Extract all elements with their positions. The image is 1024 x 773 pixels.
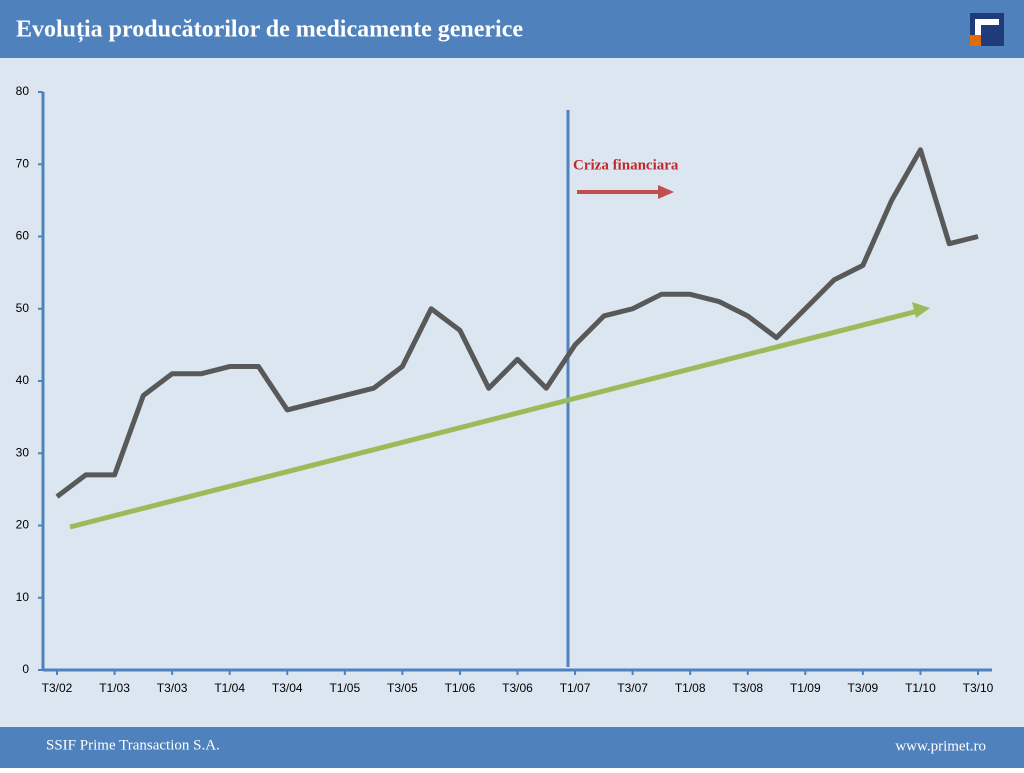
x-tick-label: T3/10 [963, 681, 994, 695]
footer-bar [0, 727, 1024, 768]
annotation-arrowhead [658, 185, 674, 199]
y-tick-label: 10 [16, 590, 30, 604]
trend-arrowhead [912, 302, 930, 318]
trend-arrow [69, 308, 919, 530]
x-tick-label: T3/07 [617, 681, 648, 695]
x-tick-label: T1/03 [99, 681, 130, 695]
slide-title: Evoluția producătorilor de medicamente g… [16, 17, 523, 43]
x-tick-label: T1/04 [214, 681, 245, 695]
x-tick-label: T1/06 [445, 681, 476, 695]
y-tick-label: 60 [16, 229, 30, 243]
footer-company: SSIF Prime Transaction S.A. [46, 737, 220, 753]
footer-url: www.primet.ro [895, 738, 986, 754]
x-tick-label: T3/03 [157, 681, 188, 695]
header-bar [0, 0, 1024, 58]
logo-core [981, 25, 1004, 46]
y-tick-label: 70 [16, 156, 30, 170]
x-tick-label: T3/05 [387, 681, 418, 695]
y-tick-label: 30 [16, 445, 30, 459]
data-line [55, 147, 979, 499]
y-tick-label: 40 [16, 373, 30, 387]
y-tick-label: 20 [16, 518, 30, 532]
x-tick-label: T1/05 [329, 681, 360, 695]
logo [970, 13, 1004, 46]
y-tick-label: 80 [16, 84, 30, 98]
x-tick-label: T3/09 [848, 681, 879, 695]
annotation: Criza financiara [573, 157, 679, 173]
y-tick-label: 50 [16, 301, 30, 315]
y-tick-label: 0 [22, 662, 29, 676]
x-tick-label: T3/02 [42, 681, 73, 695]
x-tick-label: T1/10 [905, 681, 936, 695]
x-tick-label: T1/08 [675, 681, 706, 695]
x-tick-label: T1/09 [790, 681, 821, 695]
x-tick-label: T3/04 [272, 681, 303, 695]
x-tick-label: T3/08 [732, 681, 763, 695]
x-tick-label: T3/06 [502, 681, 533, 695]
logo-orange [970, 35, 981, 46]
x-tick-label: T1/07 [560, 681, 591, 695]
